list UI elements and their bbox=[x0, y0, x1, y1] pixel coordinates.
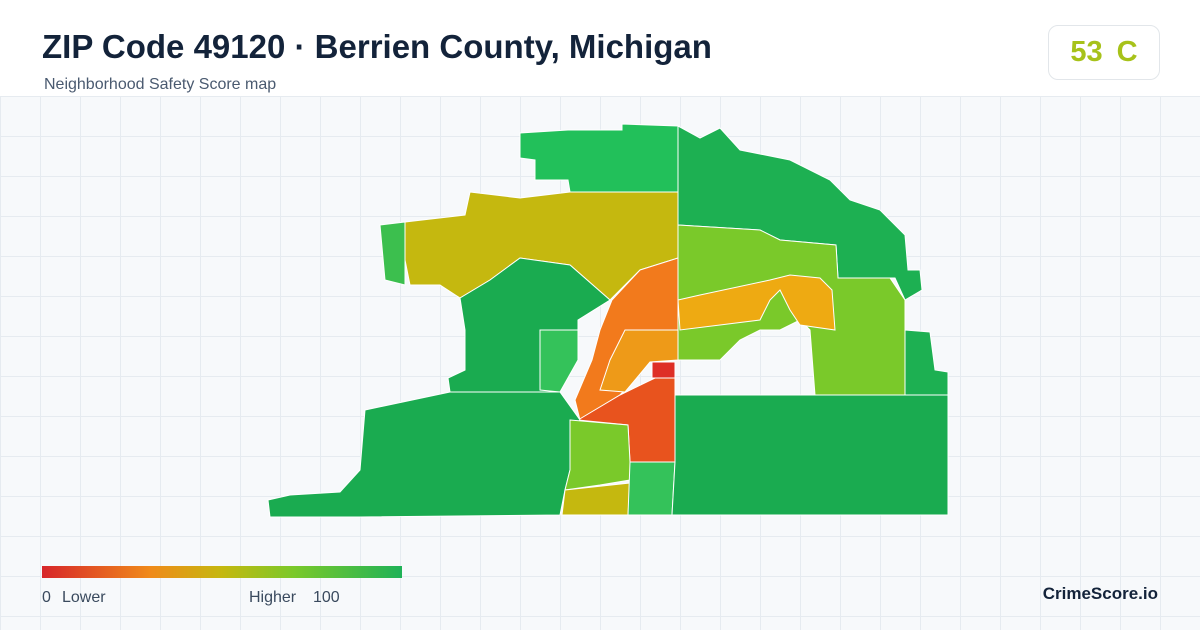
title: ZIP Code 49120 · Berrien County, Michiga… bbox=[42, 28, 712, 65]
region bbox=[904, 329, 949, 396]
subtitle: Neighborhood Safety Score map bbox=[44, 76, 277, 93]
region bbox=[564, 419, 631, 491]
region bbox=[627, 461, 676, 516]
legend-max-label: Higher bbox=[249, 589, 297, 606]
score-badge: 53 C bbox=[1048, 25, 1160, 80]
brand: CrimeScore.io bbox=[1042, 584, 1158, 603]
legend-min-label: Lower bbox=[62, 589, 106, 606]
region bbox=[539, 329, 579, 393]
region bbox=[677, 274, 836, 331]
score-grade: C bbox=[1116, 36, 1138, 68]
region bbox=[519, 123, 679, 193]
legend-gradient bbox=[42, 566, 402, 578]
region bbox=[267, 391, 581, 518]
region bbox=[379, 221, 406, 286]
region bbox=[671, 394, 949, 516]
score-value: 53 bbox=[1070, 36, 1103, 68]
region bbox=[651, 361, 676, 379]
legend-max: 100 bbox=[313, 589, 340, 606]
legend-min: 0 bbox=[42, 589, 51, 606]
header bbox=[0, 0, 1200, 96]
